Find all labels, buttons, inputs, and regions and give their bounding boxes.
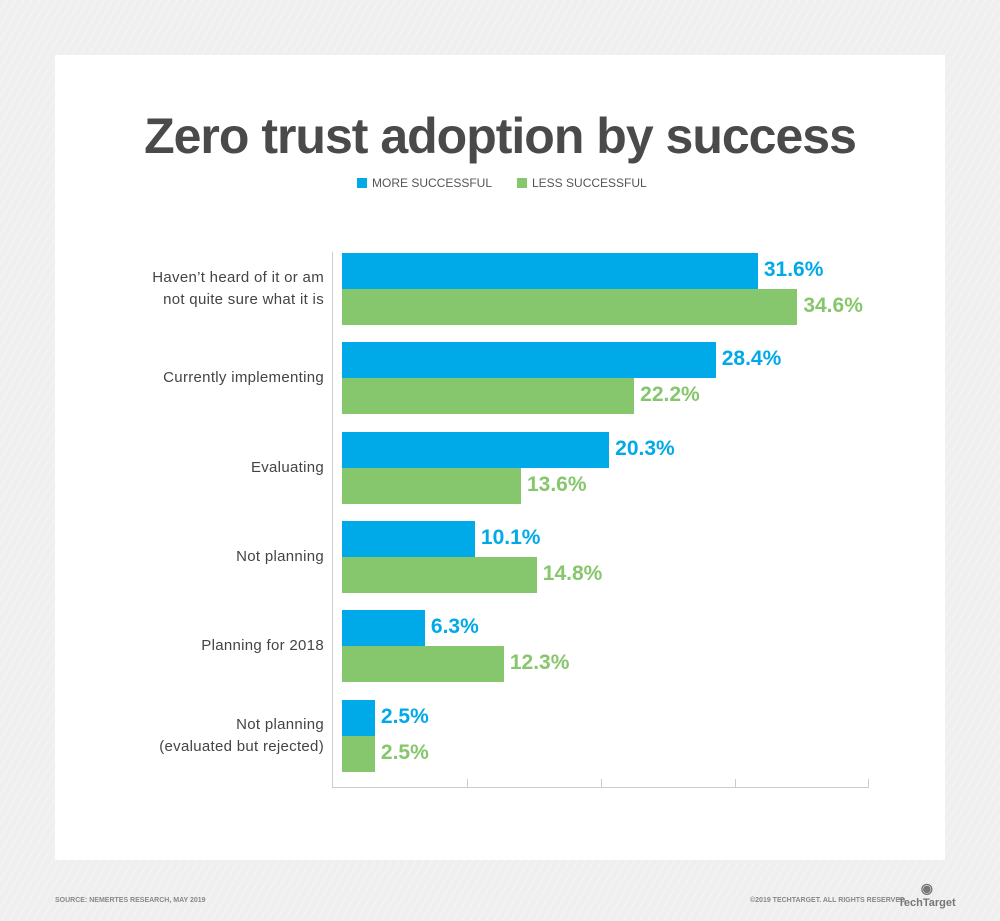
- bar-more-successful: [342, 610, 425, 647]
- data-label: 14.8%: [542, 561, 603, 585]
- bar-less-successful: [342, 378, 635, 415]
- data-label: 34.6%: [803, 294, 863, 317]
- bar-more-successful: [342, 431, 610, 468]
- data-label: 31.6%: [763, 258, 824, 281]
- legend-label: LESS SUCCESSFUL: [532, 176, 647, 190]
- category-label: Evaluating: [250, 458, 324, 476]
- logo-text: TechTarget: [898, 897, 956, 909]
- data-label: 6.3%: [430, 615, 479, 639]
- axis: [332, 252, 869, 788]
- data-label: 12.3%: [509, 651, 570, 675]
- data-label: 10.1%: [480, 525, 541, 549]
- category-label: Not planning (evaluated but rejected): [159, 715, 324, 755]
- chart-title: Zero trust adoption by success: [144, 108, 857, 164]
- eye-icon: ◉: [920, 880, 933, 896]
- bar-more-successful: [342, 699, 375, 736]
- source-note: SOURCE: NEMERTES RESEARCH, MAY 2019: [55, 897, 206, 904]
- data-label: 2.5%: [380, 704, 429, 728]
- axis-tick: [467, 779, 468, 787]
- axis-tick: [601, 779, 602, 787]
- bar-less-successful: [342, 735, 375, 772]
- data-label: 2.5%: [380, 740, 429, 764]
- copyright: ©2019 TECHTARGET. ALL RIGHTS RESERVED: [750, 897, 906, 904]
- data-label: 20.3%: [615, 436, 675, 460]
- data-label: 13.6%: [526, 472, 587, 496]
- category-label: Haven’t heard of it or am not quite sure …: [152, 269, 324, 308]
- category-label: Not planning: [236, 547, 324, 565]
- data-label: 22.2%: [640, 383, 700, 407]
- legend-swatch: [517, 178, 527, 188]
- bar-less-successful: [342, 289, 798, 325]
- category-label: Planning for 2018: [201, 637, 324, 655]
- bar-more-successful: [342, 253, 758, 289]
- legend-more-successful: MORE SUCCESSFUL: [357, 176, 492, 190]
- data-label: 28.4%: [721, 347, 782, 371]
- bar-less-successful: [342, 646, 504, 683]
- bar-more-successful: [342, 520, 475, 557]
- legend-less-successful: LESS SUCCESSFUL: [517, 176, 647, 190]
- category-label: Currently implementing: [163, 369, 324, 387]
- bar-less-successful: [342, 556, 537, 593]
- axis-tick: [735, 779, 736, 787]
- techtarget-logo: ◉ TechTarget: [898, 880, 956, 909]
- bar-more-successful: [342, 342, 716, 379]
- bar-less-successful: [342, 467, 521, 504]
- legend-label: MORE SUCCESSFUL: [372, 176, 493, 190]
- axis-tick: [868, 779, 869, 787]
- legend-swatch: [357, 178, 367, 188]
